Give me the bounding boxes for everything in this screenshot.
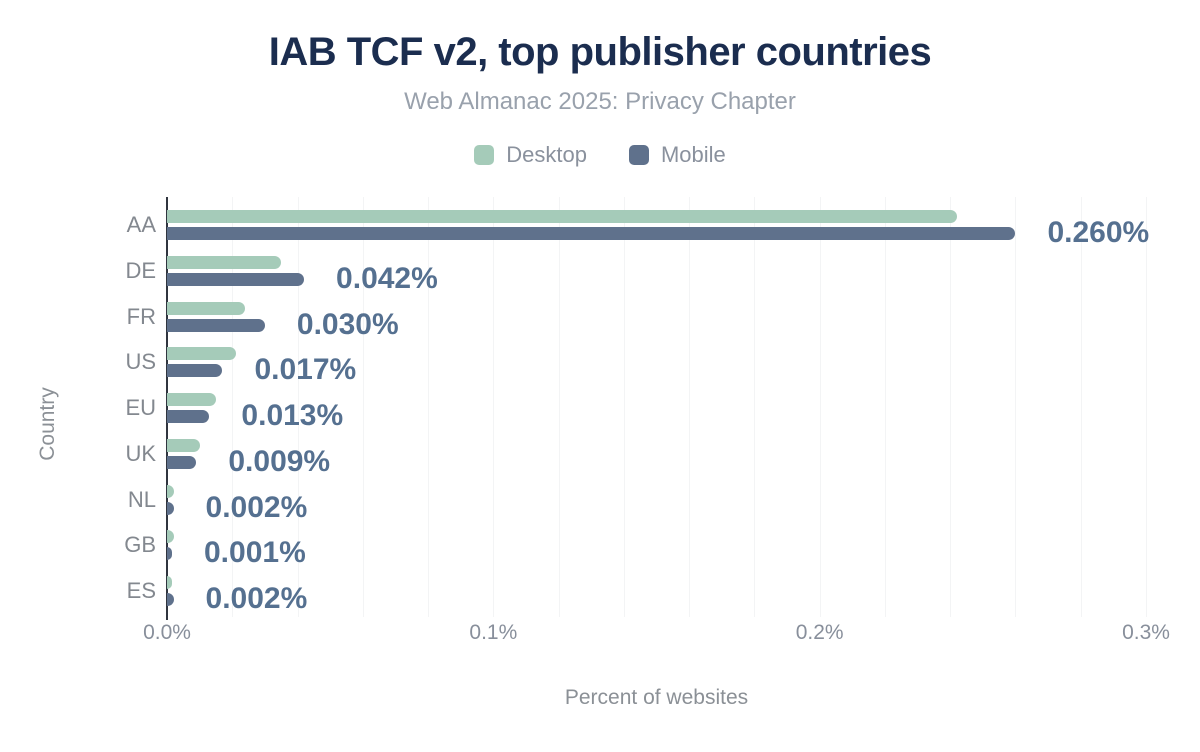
bar-mobile-eu [167, 410, 210, 423]
bar-mobile-nl [167, 501, 174, 515]
bar-desktop-eu [167, 393, 216, 406]
value-label-es: 0.002% [205, 582, 308, 615]
legend-item-desktop: Desktop [474, 142, 587, 168]
category-label-aa: AA [126, 212, 156, 237]
y-axis-line [166, 197, 168, 620]
gridline [754, 197, 756, 617]
chart-subtitle: Web Almanac 2025: Privacy Chapter [404, 88, 796, 115]
bar-desktop-es [167, 576, 172, 589]
gridline [1146, 197, 1147, 617]
value-label-nl: 0.002% [205, 490, 308, 524]
x-tick-label: 0.1% [469, 621, 518, 644]
value-label-uk: 0.009% [228, 444, 331, 478]
gridline [623, 197, 625, 617]
category-label-eu: EU [125, 395, 156, 420]
x-tick-label: 0.2% [795, 621, 844, 644]
value-label-fr: 0.030% [296, 307, 399, 341]
gridline [689, 197, 691, 617]
value-label-de: 0.042% [336, 261, 438, 295]
category-label-fr: FR [126, 303, 156, 329]
legend-label: Desktop [506, 142, 587, 167]
gridline [558, 197, 560, 617]
gridline [297, 197, 299, 617]
gridline [1015, 197, 1017, 617]
bar-mobile-uk [167, 455, 197, 469]
category-label-gb: GB [124, 532, 156, 558]
category-label-us: US [125, 349, 156, 375]
bar-desktop-gb [167, 530, 174, 544]
category-label-es: ES [126, 578, 156, 603]
gridline [819, 197, 821, 617]
gridline [428, 197, 430, 617]
legend-swatch-mobile-icon [628, 145, 649, 165]
gridline [884, 197, 886, 617]
y-axis-title: Country [36, 387, 59, 461]
bar-mobile-fr [167, 318, 265, 332]
bar-mobile-de [167, 272, 305, 286]
chart-title: IAB TCF v2, top publisher countries [268, 30, 932, 74]
value-label-gb: 0.001% [204, 536, 306, 570]
value-label-aa: 0.260% [1047, 216, 1150, 249]
bar-desktop-aa [167, 210, 957, 223]
legend-item-mobile: Mobile [628, 142, 726, 168]
bar-mobile-gb [167, 547, 172, 561]
bar-desktop-uk [167, 438, 200, 452]
value-label-eu: 0.013% [241, 399, 344, 432]
gridline [493, 197, 495, 617]
bar-desktop-de [167, 255, 282, 269]
bar-mobile-us [167, 364, 223, 378]
x-tick-label: 0.0% [143, 621, 191, 644]
bar-desktop-nl [167, 484, 174, 498]
gridline [1080, 197, 1082, 617]
category-label-de: DE [125, 257, 156, 283]
bar-desktop-fr [167, 301, 246, 315]
x-tick-label: 0.3% [1122, 621, 1170, 644]
legend-label: Mobile [660, 142, 726, 167]
bar-mobile-aa [167, 227, 1016, 240]
category-label-uk: UK [125, 440, 156, 466]
gridline [950, 197, 952, 617]
value-label-us: 0.017% [254, 353, 357, 387]
x-axis-title: Percent of websites [564, 686, 749, 709]
legend-swatch-desktop-icon [474, 145, 495, 165]
gridline [232, 197, 234, 617]
legend: Desktop Mobile [0, 142, 1200, 168]
bar-mobile-es [167, 593, 174, 606]
bar-desktop-us [167, 347, 236, 361]
gridline [362, 197, 364, 617]
category-label-nl: NL [127, 486, 156, 512]
